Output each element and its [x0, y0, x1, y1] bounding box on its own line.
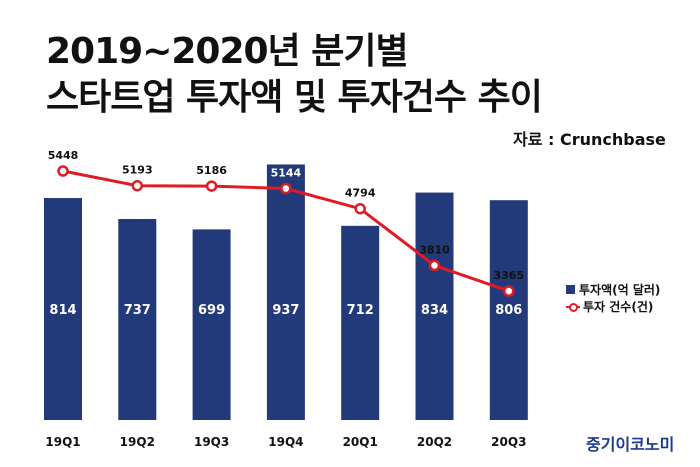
source-label: 자료 : Crunchbase [513, 130, 666, 149]
x-tick-label: 19Q2 [120, 435, 155, 449]
count-value-label: 5193 [122, 164, 153, 177]
bar-19Q4 [266, 164, 305, 420]
x-tick-label: 19Q4 [268, 435, 303, 449]
count-point-19Q3 [205, 180, 218, 192]
x-tick-label: 20Q1 [343, 435, 378, 449]
bar-value-label: 937 [272, 303, 299, 318]
x-tick-label: 19Q3 [194, 435, 229, 449]
chart-title-line1: 2019~2020년 분기별 [46, 31, 409, 72]
count-value-label: 5144 [271, 167, 302, 180]
bar-value-label: 699 [198, 303, 225, 318]
count-value-label: 5448 [48, 149, 79, 162]
bar-value-label: 814 [49, 303, 76, 318]
brand-logo-text: 중기이코노미 [586, 435, 675, 454]
bar-20Q3 [489, 200, 528, 420]
bar-20Q1 [341, 225, 380, 420]
count-value-label: 4794 [345, 187, 376, 200]
count-point-19Q4 [280, 182, 292, 195]
legend-bar-swatch [566, 285, 575, 294]
count-point-19Q1 [57, 165, 69, 177]
count-value-label: 3365 [493, 269, 524, 282]
bar-19Q1 [44, 198, 82, 420]
bar-value-label: 737 [124, 303, 151, 318]
x-tick-label: 19Q1 [45, 435, 80, 449]
count-point-20Q2 [428, 259, 441, 272]
count-value-label: 5186 [196, 164, 227, 177]
bar-value-label: 712 [347, 303, 374, 318]
bar-19Q3 [192, 229, 231, 420]
legend-bar-label: 투자액(억 달러) [579, 283, 661, 297]
count-point-19Q2 [131, 179, 144, 192]
x-tick-label: 20Q3 [491, 435, 526, 449]
count-point-20Q1 [354, 202, 366, 215]
bar-value-label: 834 [421, 303, 448, 318]
count-point-20Q3 [503, 285, 515, 297]
legend-line-item: 투자 건수(건) [566, 298, 653, 315]
chart-title-line2: 스타트업 투자액 및 투자건수 추이 [46, 77, 543, 118]
bar-value-label: 806 [495, 303, 522, 318]
legend-bar-item: 투자액(억 달러) [566, 281, 660, 298]
legend-line-label: 투자 건수(건) [583, 300, 654, 314]
bar-19Q2 [118, 219, 157, 420]
bar-20Q2 [415, 192, 454, 420]
legend-line-icon [566, 302, 580, 312]
count-value-label: 3810 [419, 243, 450, 256]
x-tick-label: 20Q2 [417, 435, 452, 449]
